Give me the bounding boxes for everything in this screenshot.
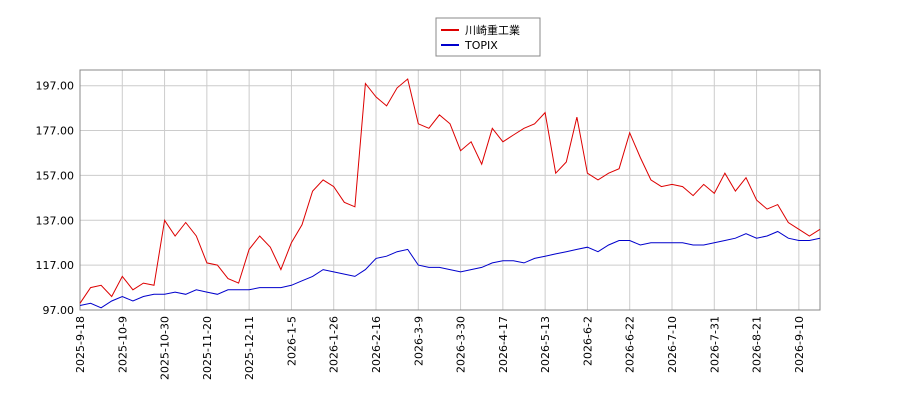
x-tick-label: 2025-12-11 bbox=[243, 316, 256, 380]
x-tick-label: 2026-6-2 bbox=[581, 316, 594, 366]
x-tick-label: 2026-7-10 bbox=[666, 316, 679, 373]
x-tick-label: 2026-3-9 bbox=[412, 316, 425, 366]
x-tick-label: 2025-10-9 bbox=[116, 316, 129, 373]
x-tick-label: 2026-9-10 bbox=[793, 316, 806, 373]
y-tick-label: 97.00 bbox=[43, 304, 75, 317]
x-tick-label: 2026-2-16 bbox=[370, 316, 383, 373]
x-tick-label: 2025-11-20 bbox=[201, 316, 214, 380]
x-tick-label: 2026-7-31 bbox=[708, 316, 721, 373]
y-tick-label: 197.00 bbox=[36, 80, 75, 93]
x-tick-label: 2026-5-13 bbox=[539, 316, 552, 373]
y-tick-label: 157.00 bbox=[36, 169, 75, 182]
series-line bbox=[79, 230, 821, 309]
x-tick-label: 2026-4-17 bbox=[497, 316, 510, 373]
x-tick-label: 2026-1-5 bbox=[285, 316, 298, 366]
y-tick-label: 117.00 bbox=[36, 259, 75, 272]
x-tick-label: 2025-9-18 bbox=[74, 316, 87, 373]
plot-frame bbox=[79, 69, 821, 311]
legend-label: TOPIX bbox=[464, 39, 498, 52]
x-tick-label: 2026-1-26 bbox=[328, 316, 341, 373]
legend-box bbox=[435, 17, 541, 57]
x-tick-label: 2026-8-21 bbox=[751, 316, 764, 373]
x-tick-label: 2026-3-30 bbox=[455, 316, 468, 373]
y-tick-label: 137.00 bbox=[36, 214, 75, 227]
y-tick-label: 177.00 bbox=[36, 125, 75, 138]
x-tick-label: 2025-10-30 bbox=[159, 316, 172, 380]
legend-label: 川崎重工業 bbox=[465, 23, 520, 37]
x-tick-label: 2026-6-22 bbox=[624, 316, 637, 373]
series-line bbox=[79, 78, 821, 304]
